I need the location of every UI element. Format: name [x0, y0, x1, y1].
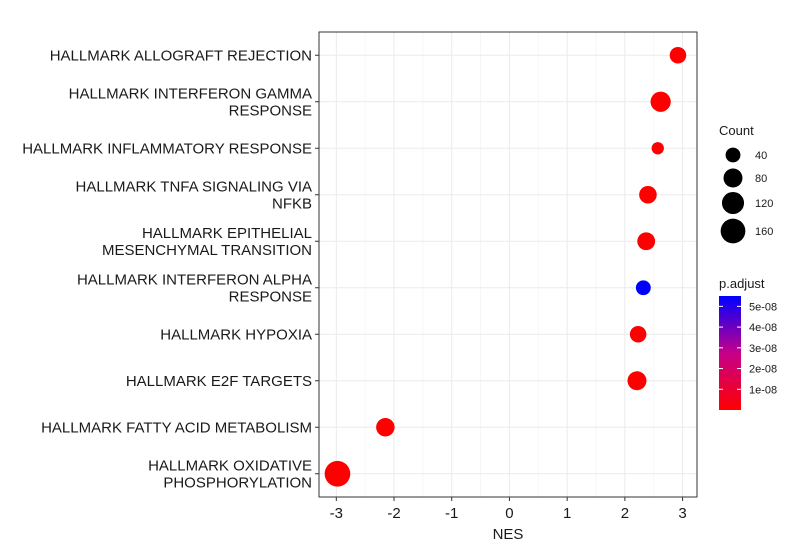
y-tick-label: HALLMARK EPITHELIAL — [142, 225, 312, 242]
y-axis: HALLMARK ALLOGRAFT REJECTION HALLMARK INT… — [22, 47, 319, 491]
count-legend-key — [721, 191, 745, 215]
x-tick-label: 2 — [621, 505, 629, 522]
y-tick-label: HALLMARK OXIDATIVE — [148, 457, 312, 474]
x-tick-label: 0 — [505, 505, 513, 522]
p-adjust-legend: p.adjust 1e-08 2e-08 3e-08 4e-08 5e-08 — [719, 276, 777, 410]
p-adjust-legend-label: 1e-08 — [749, 384, 777, 396]
data-point — [650, 91, 671, 112]
data-point — [629, 325, 647, 343]
y-tick-label: RESPONSE — [229, 102, 312, 119]
x-tick-label: -2 — [387, 505, 400, 522]
x-tick-label: 3 — [678, 505, 686, 522]
y-tick-label: HALLMARK INFLAMMATORY RESPONSE — [22, 140, 312, 157]
y-tick-label: HALLMARK INTERFERON ALPHA — [77, 271, 312, 288]
count-legend-title: Count — [719, 123, 754, 138]
y-tick-label: NFKB — [272, 195, 312, 212]
data-point — [637, 232, 656, 251]
p-adjust-legend-label: 3e-08 — [749, 343, 777, 355]
y-tick-label: HALLMARK FATTY ACID METABOLISM — [41, 419, 312, 436]
panel-border — [318, 31, 698, 498]
p-adjust-colorbar — [719, 296, 741, 410]
data-point — [639, 185, 657, 204]
count-legend-key — [720, 218, 746, 244]
y-tick-label: HALLMARK INTERFERON GAMMA — [69, 85, 312, 102]
p-adjust-legend-label: 4e-08 — [749, 322, 777, 334]
y-tick-label: RESPONSE — [229, 288, 312, 305]
plot-border — [318, 31, 698, 498]
x-tick-label: 1 — [563, 505, 571, 522]
data-point — [376, 417, 395, 437]
y-tick-label: HALLMARK HYPOXIA — [160, 326, 312, 343]
data-point — [627, 371, 647, 391]
p-adjust-legend-title: p.adjust — [719, 276, 765, 291]
p-adjust-legend-label: 5e-08 — [749, 301, 777, 313]
y-tick-label: HALLMARK ALLOGRAFT REJECTION — [50, 47, 312, 64]
data-points — [324, 46, 687, 487]
x-axis: -3 -2 -1 0 1 2 3 — [330, 497, 687, 522]
x-tick-label: -3 — [330, 505, 343, 522]
count-legend-key — [725, 147, 741, 163]
data-point — [651, 142, 664, 155]
p-adjust-legend-label: 2e-08 — [749, 364, 777, 376]
y-tick-label: HALLMARK E2F TARGETS — [126, 373, 312, 390]
data-point — [635, 280, 651, 296]
count-legend: Count 40 80 120 160 — [719, 123, 773, 244]
count-legend-label: 120 — [755, 198, 773, 210]
data-point — [324, 460, 351, 487]
x-tick-label: -1 — [445, 505, 458, 522]
data-point — [669, 46, 687, 64]
count-legend-label: 160 — [755, 226, 773, 238]
count-legend-label: 40 — [755, 150, 767, 162]
y-tick-label: MESENCHYMAL TRANSITION — [102, 242, 312, 259]
x-axis-title: NES — [493, 526, 524, 543]
count-legend-label: 80 — [755, 173, 767, 185]
y-tick-label: HALLMARK TNFA SIGNALING VIA — [76, 178, 312, 195]
count-legend-key — [723, 168, 743, 188]
y-tick-label: PHOSPHORYLATION — [163, 474, 312, 491]
